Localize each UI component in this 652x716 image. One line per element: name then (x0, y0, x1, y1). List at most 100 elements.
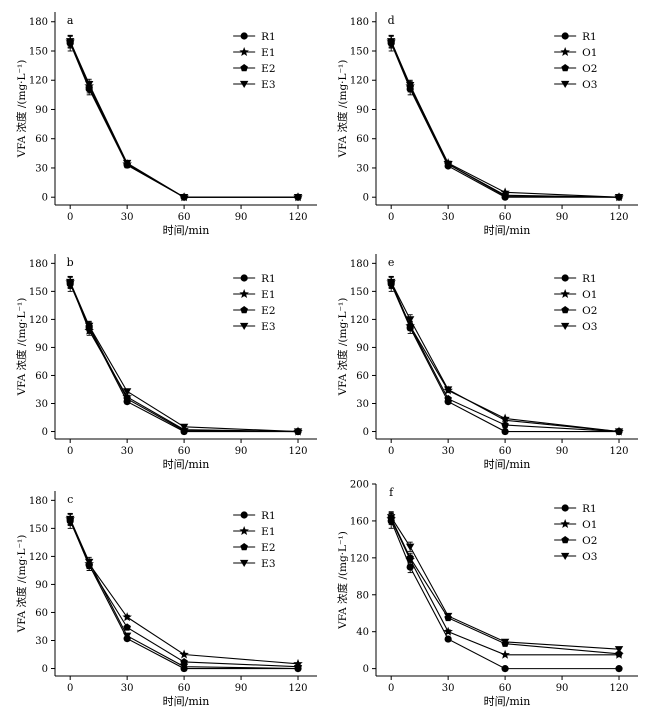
x-tick-label: 30 (442, 446, 455, 457)
data-point-E3 (65, 278, 75, 287)
legend-label-O3: O3 (582, 321, 597, 333)
legend-label-E1: E1 (261, 289, 275, 301)
data-point-E3 (293, 428, 303, 436)
x-axis-title: 时间/min (484, 458, 531, 471)
data-point-O3 (500, 638, 510, 646)
y-tick-label: 150 (29, 46, 48, 57)
x-tick-label: 30 (121, 212, 134, 223)
series-E2 (66, 35, 302, 201)
y-tick-label: 90 (35, 105, 48, 116)
panel-letter: c (67, 493, 73, 506)
legend: R1 O1 O2 O3 (554, 503, 597, 563)
y-tick-label: 120 (350, 315, 369, 326)
legend-label-R1: R1 (261, 273, 276, 285)
data-point-E3 (84, 80, 94, 89)
panel-letter: e (388, 256, 395, 269)
panel-letter: b (67, 256, 74, 269)
x-tick-label: 60 (499, 683, 512, 694)
series-O1 (386, 34, 624, 202)
legend-marker-O3 (560, 552, 570, 560)
x-tick-label: 120 (288, 683, 307, 694)
y-tick-label: 90 (356, 343, 369, 354)
data-point-O3 (443, 612, 453, 620)
legend-label-R1: R1 (582, 31, 597, 43)
y-tick-label: 90 (35, 580, 48, 591)
y-axis-title: VFA 浓度 /(mg·L⁻¹) (15, 535, 28, 634)
y-tick-label: 120 (29, 76, 48, 87)
x-tick-label: 120 (288, 446, 307, 457)
legend-marker-O2 (561, 536, 569, 544)
data-point-R1 (615, 665, 623, 673)
y-tick-label: 30 (356, 399, 369, 410)
series-O3 (386, 275, 624, 436)
x-tick-label: 120 (609, 212, 628, 223)
chart-panel-e: 0 30 60 90 120 150 180 0 30 60 90 120 时间/min VFA 浓度 /… (336, 254, 638, 471)
data-point-E3 (293, 194, 303, 202)
data-point-R1 (501, 427, 509, 436)
data-point-O2 (406, 553, 414, 562)
panel-letter: f (389, 486, 394, 499)
legend-marker-R1 (561, 32, 569, 40)
y-tick-label: 150 (350, 287, 369, 298)
x-tick-label: 90 (556, 446, 569, 457)
legend-label-E3: E3 (261, 558, 275, 570)
data-point-O3 (405, 316, 415, 324)
legend-label-E1: E1 (261, 526, 275, 538)
data-point-E3 (122, 632, 132, 640)
legend-label-E2: E2 (261, 542, 275, 554)
panel-letter: d (388, 14, 395, 27)
y-tick-label: 180 (29, 259, 48, 270)
legend-label-O3: O3 (582, 551, 597, 563)
data-point-E3 (179, 423, 189, 431)
data-point-E3 (84, 322, 94, 330)
data-point-E3 (179, 194, 189, 202)
x-tick-label: 120 (609, 683, 628, 694)
x-tick-label: 0 (67, 446, 73, 457)
legend-marker-R1 (240, 274, 248, 282)
y-tick-label: 120 (350, 553, 369, 564)
series-R1 (387, 34, 623, 201)
legend-marker-E1 (239, 289, 249, 299)
series-E3 (65, 512, 303, 673)
data-point-E3 (122, 388, 132, 396)
y-tick-label: 60 (35, 608, 48, 619)
legend-marker-O1 (560, 519, 570, 529)
y-tick-label: 40 (356, 627, 369, 638)
y-tick-label: 60 (356, 134, 369, 145)
x-tick-label: 30 (121, 683, 134, 694)
y-tick-label: 180 (350, 259, 369, 270)
data-point-O3 (443, 160, 453, 169)
legend-marker-R1 (561, 274, 569, 282)
panel-letter: a (67, 14, 74, 27)
data-point-E1 (122, 612, 132, 622)
legend-marker-E1 (239, 526, 249, 536)
y-tick-label: 30 (356, 163, 369, 174)
legend-label-O3: O3 (582, 79, 597, 91)
legend: R1 E1 E2 E3 (233, 273, 276, 333)
y-tick-label: 90 (356, 105, 369, 116)
y-axis-title: VFA 浓度 /(mg·L⁻¹) (15, 298, 28, 397)
data-point-E2 (180, 657, 188, 666)
legend-marker-E2 (240, 64, 248, 72)
data-point-E2 (123, 394, 131, 403)
data-point-R1 (444, 635, 452, 643)
data-point-E3 (122, 159, 132, 168)
data-point-O2 (501, 420, 509, 429)
y-tick-label: 0 (42, 193, 48, 204)
data-point-O3 (443, 386, 453, 394)
x-tick-label: 0 (388, 446, 394, 457)
data-point-R1 (501, 665, 509, 673)
y-tick-label: 180 (350, 17, 369, 28)
y-tick-label: 120 (29, 315, 48, 326)
data-point-O3 (386, 514, 396, 522)
legend-label-O2: O2 (582, 305, 597, 317)
chart-panel-a: 0 30 60 90 120 150 180 0 30 60 90 120 时间/min VFA 浓度 /… (15, 12, 317, 237)
y-tick-label: 0 (363, 427, 369, 438)
x-tick-label: 60 (499, 446, 512, 457)
data-point-E1 (179, 649, 189, 659)
legend-marker-R1 (240, 511, 248, 519)
legend-marker-E3 (239, 559, 249, 567)
y-tick-label: 120 (350, 76, 369, 87)
legend-marker-E3 (239, 322, 249, 330)
x-axis-title: 时间/min (484, 224, 531, 237)
